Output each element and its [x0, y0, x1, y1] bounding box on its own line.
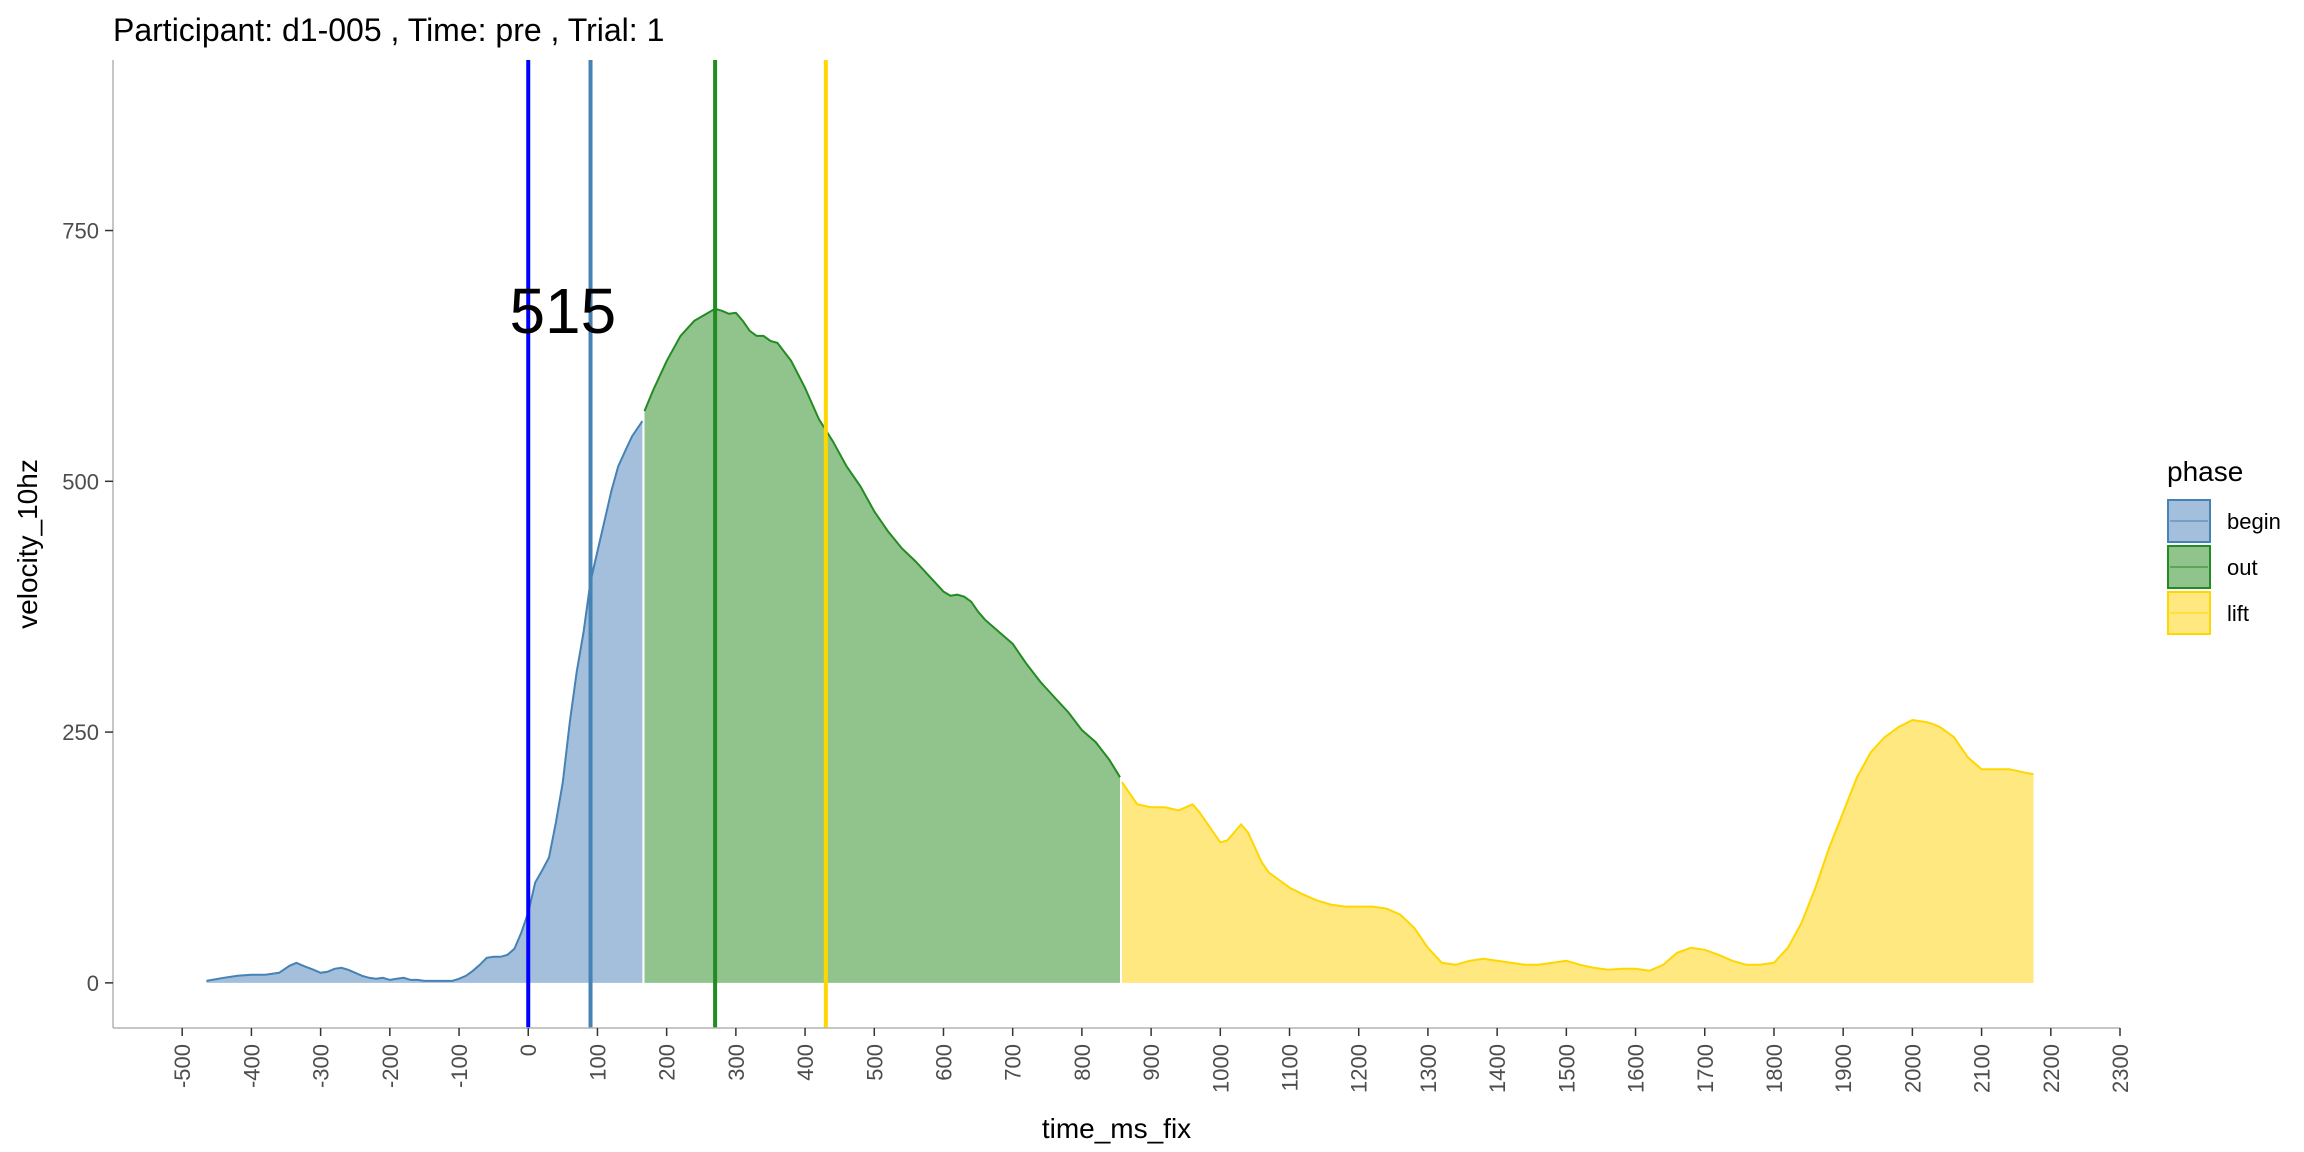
x-tick-label: 1200 — [1347, 1044, 1372, 1093]
x-tick-label: 1800 — [1762, 1044, 1787, 1093]
legend-label-begin: begin — [2227, 509, 2281, 534]
legend-label-lift: lift — [2227, 601, 2249, 626]
x-tick-label: 2300 — [2108, 1044, 2133, 1093]
chart-title: Participant: d1-005 , Time: pre , Trial:… — [113, 12, 664, 48]
area-out — [644, 308, 1120, 983]
x-tick-label: 500 — [862, 1044, 887, 1081]
line-lift — [1121, 718, 2034, 972]
x-tick-label: 0 — [516, 1044, 541, 1056]
y-tick-label: 0 — [87, 971, 99, 996]
annotation-label: 515 — [509, 275, 616, 347]
x-tick-label: -100 — [447, 1044, 472, 1088]
x-tick-label: 1300 — [1416, 1044, 1441, 1093]
x-tick-label: 800 — [1070, 1044, 1095, 1081]
vline-layer — [526, 60, 828, 1028]
y-tick-label: 500 — [62, 469, 99, 494]
x-tick-label: 1600 — [1624, 1044, 1649, 1093]
x-tick-label: 1000 — [1208, 1044, 1233, 1093]
x-tick-label: 1900 — [1831, 1044, 1856, 1093]
x-tick-label: -200 — [378, 1044, 403, 1088]
x-tick-label: 700 — [1001, 1044, 1026, 1081]
x-tick-label: 1400 — [1485, 1044, 1510, 1093]
x-tick-label: 100 — [585, 1044, 610, 1081]
x-tick-label: -300 — [309, 1044, 334, 1088]
x-tick-label: 2100 — [1970, 1044, 1995, 1093]
axes-layer: 0 250 500 750 -500 -400 -300 -200 -100 0 100 200 300… — [62, 60, 2133, 1093]
x-axis-title: time_ms_fix — [1042, 1113, 1191, 1144]
x-tick-label: 1500 — [1554, 1044, 1579, 1093]
x-tick-label: 300 — [724, 1044, 749, 1081]
x-tick-label: 1700 — [1693, 1044, 1718, 1093]
x-tick-label: -400 — [239, 1044, 264, 1088]
x-tick-label: 2200 — [2039, 1044, 2064, 1093]
x-tick-label: 2000 — [1900, 1044, 1925, 1093]
x-tick-label: 200 — [655, 1044, 680, 1081]
area-layer — [206, 307, 2034, 983]
x-tick-label: 900 — [1139, 1044, 1164, 1081]
x-tick-label: 400 — [793, 1044, 818, 1081]
y-axis-title: velocity_10hz — [12, 459, 43, 629]
legend-title: phase — [2167, 456, 2243, 487]
y-tick-label: 250 — [62, 720, 99, 745]
x-tick-label: 1100 — [1278, 1044, 1303, 1091]
area-lift — [1122, 720, 2034, 983]
y-tick-label: 750 — [62, 219, 99, 244]
legend: phase begin out lift — [2167, 456, 2281, 635]
x-tick-label: -500 — [170, 1044, 195, 1088]
line-out — [643, 307, 1121, 778]
legend-label-out: out — [2227, 555, 2258, 580]
area-begin — [206, 421, 643, 983]
x-tick-label: 600 — [931, 1044, 956, 1081]
line-begin — [206, 420, 644, 982]
